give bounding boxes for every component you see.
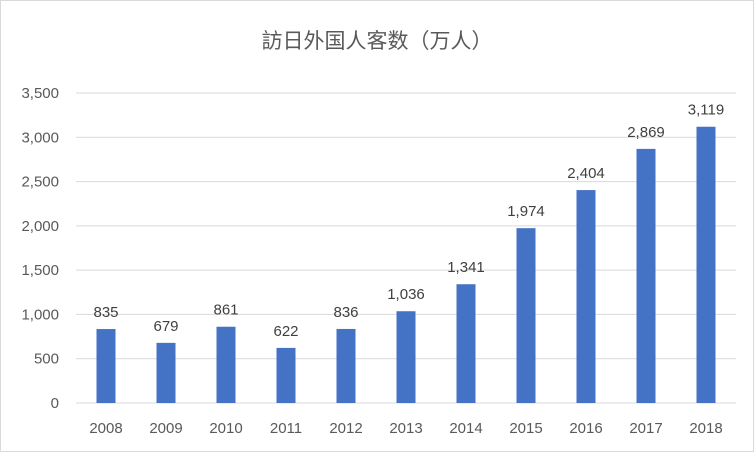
data-label: 3,119	[688, 102, 724, 119]
x-tick-label: 2017	[629, 420, 662, 437]
bar-2016	[576, 190, 596, 403]
bar-2015	[516, 228, 536, 403]
bar-2017	[636, 148, 656, 403]
x-tick-label: 2010	[209, 420, 242, 437]
data-label: 836	[333, 304, 358, 321]
y-tick-label: 3,000	[21, 129, 59, 146]
x-tick-label: 2016	[569, 420, 602, 437]
data-label: 2,404	[567, 165, 605, 182]
y-tick-label: 1,000	[21, 306, 59, 323]
y-tick-label: 500	[34, 351, 59, 368]
bars	[96, 126, 716, 403]
y-tick-label: 3,500	[21, 85, 59, 102]
x-tick-label: 2012	[329, 420, 362, 437]
data-label: 861	[213, 302, 238, 319]
data-label: 2,869	[627, 124, 665, 141]
x-tick-label: 2013	[389, 420, 422, 437]
y-tick-label: 1,500	[21, 262, 59, 279]
y-tick-label: 2,000	[21, 218, 59, 235]
data-label: 1,974	[507, 203, 545, 220]
chart-title: 訪日外国人客数（万人）	[261, 29, 493, 53]
bar-2018	[696, 126, 716, 403]
bar-2011	[276, 347, 296, 403]
x-tick-label: 2009	[149, 420, 182, 437]
data-label: 835	[93, 304, 118, 321]
y-tick-label: 2,500	[21, 174, 59, 191]
x-tick-label: 2011	[270, 420, 302, 437]
x-tick-label: 2018	[689, 420, 722, 437]
y-tick-label: 0	[51, 395, 59, 412]
x-tick-label: 2008	[89, 420, 122, 437]
x-tick-label: 2014	[449, 420, 482, 437]
bar-2012	[336, 328, 356, 403]
bar-2010	[216, 326, 236, 403]
data-labels: 835 679 861 622 836 1,036 1,341 1,974 2,404 2,869…	[93, 102, 724, 340]
bar-2009	[156, 342, 176, 403]
data-label: 679	[153, 318, 178, 335]
bar-2013	[396, 311, 416, 403]
bar-2014	[456, 284, 476, 403]
bar-2008	[96, 329, 116, 403]
data-label: 622	[273, 323, 298, 340]
x-axis-ticks: 2008 2009 2010 2011 2012 2013 2014 2015 2016 2017…	[89, 420, 722, 437]
x-tick-label: 2015	[509, 420, 542, 437]
data-label: 1,341	[447, 259, 485, 276]
data-label: 1,036	[387, 286, 425, 303]
y-axis-ticks: 0 500 1,000 1,500 2,000 2,500 3,000 3,500	[21, 85, 59, 412]
